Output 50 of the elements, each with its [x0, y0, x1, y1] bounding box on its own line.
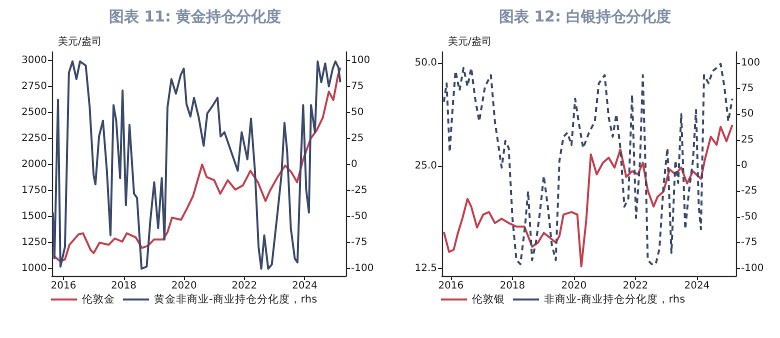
- y-tick-label: 25.0: [414, 160, 437, 172]
- chart-title: 图表 12: 白银持仓分化度: [498, 8, 672, 26]
- y-tick-label: 1500: [22, 211, 47, 222]
- x-tick-label: 2018: [500, 280, 526, 292]
- legend-label: 非商业-商业持仓分化度，rhs: [544, 292, 686, 306]
- chart-title: 图表 11: 黄金持仓分化度: [108, 8, 282, 26]
- y2-tick-label: 100: [741, 57, 760, 68]
- line-series: [442, 124, 734, 268]
- y2-tick-label: -25: [351, 185, 368, 196]
- y-tick-label: 2500: [22, 107, 47, 118]
- y2-tick-label: -25: [741, 186, 758, 197]
- y2-tick-label: 0: [351, 159, 358, 170]
- text: 美元/盎司: [58, 36, 102, 48]
- y-tick-label: 1000: [22, 263, 47, 274]
- y-tick-label: 2000: [22, 159, 47, 170]
- x-tick-label: 2024: [292, 280, 318, 292]
- x-tick-label: 2022: [622, 280, 648, 292]
- legend-label: 伦敦银: [472, 292, 505, 306]
- x-tick-label: 2018: [111, 280, 136, 292]
- x-tick-label: 2020: [171, 280, 197, 292]
- y2-tick-label: 75: [741, 82, 754, 94]
- x-tick-label: 2016: [50, 280, 76, 292]
- y2-tick-label: 25: [741, 134, 754, 146]
- y-tick-label: 2250: [22, 133, 47, 144]
- y2-tick-label: 75: [351, 80, 364, 92]
- y-tick-label: 1250: [22, 237, 47, 248]
- y2-tick-label: -100: [351, 263, 374, 274]
- y2-tick-label: 50: [351, 106, 364, 118]
- y2-tick-label: 100: [351, 54, 370, 66]
- y-tick-label: 1750: [22, 185, 47, 196]
- legend-label: 伦敦金: [82, 292, 115, 306]
- y2-tick-label: -75: [351, 237, 368, 248]
- x-tick-label: 2024: [684, 280, 710, 292]
- line-series: [442, 62, 734, 266]
- y2-tick-label: 50: [741, 108, 754, 120]
- y2-tick-label: -50: [741, 211, 758, 222]
- text: 美元/盎司: [448, 36, 492, 48]
- x-tick-label: 2022: [232, 280, 258, 292]
- legend-label: 黄金非商业-商业持仓分化度，rhs: [154, 292, 318, 306]
- y-tick-label: 3000: [22, 54, 47, 66]
- y-tick-label: 2750: [22, 80, 47, 92]
- y2-tick-label: 25: [351, 132, 364, 144]
- y2-tick-label: 0: [741, 160, 748, 172]
- x-tick-label: 2016: [438, 280, 464, 292]
- y2-tick-label: -75: [741, 237, 758, 248]
- y2-tick-label: -50: [351, 211, 368, 222]
- x-tick-label: 2020: [561, 280, 587, 292]
- y-tick-label: 12.5: [414, 263, 437, 274]
- y-tick-label: 50.0: [414, 57, 437, 68]
- y2-tick-label: -100: [741, 262, 764, 274]
